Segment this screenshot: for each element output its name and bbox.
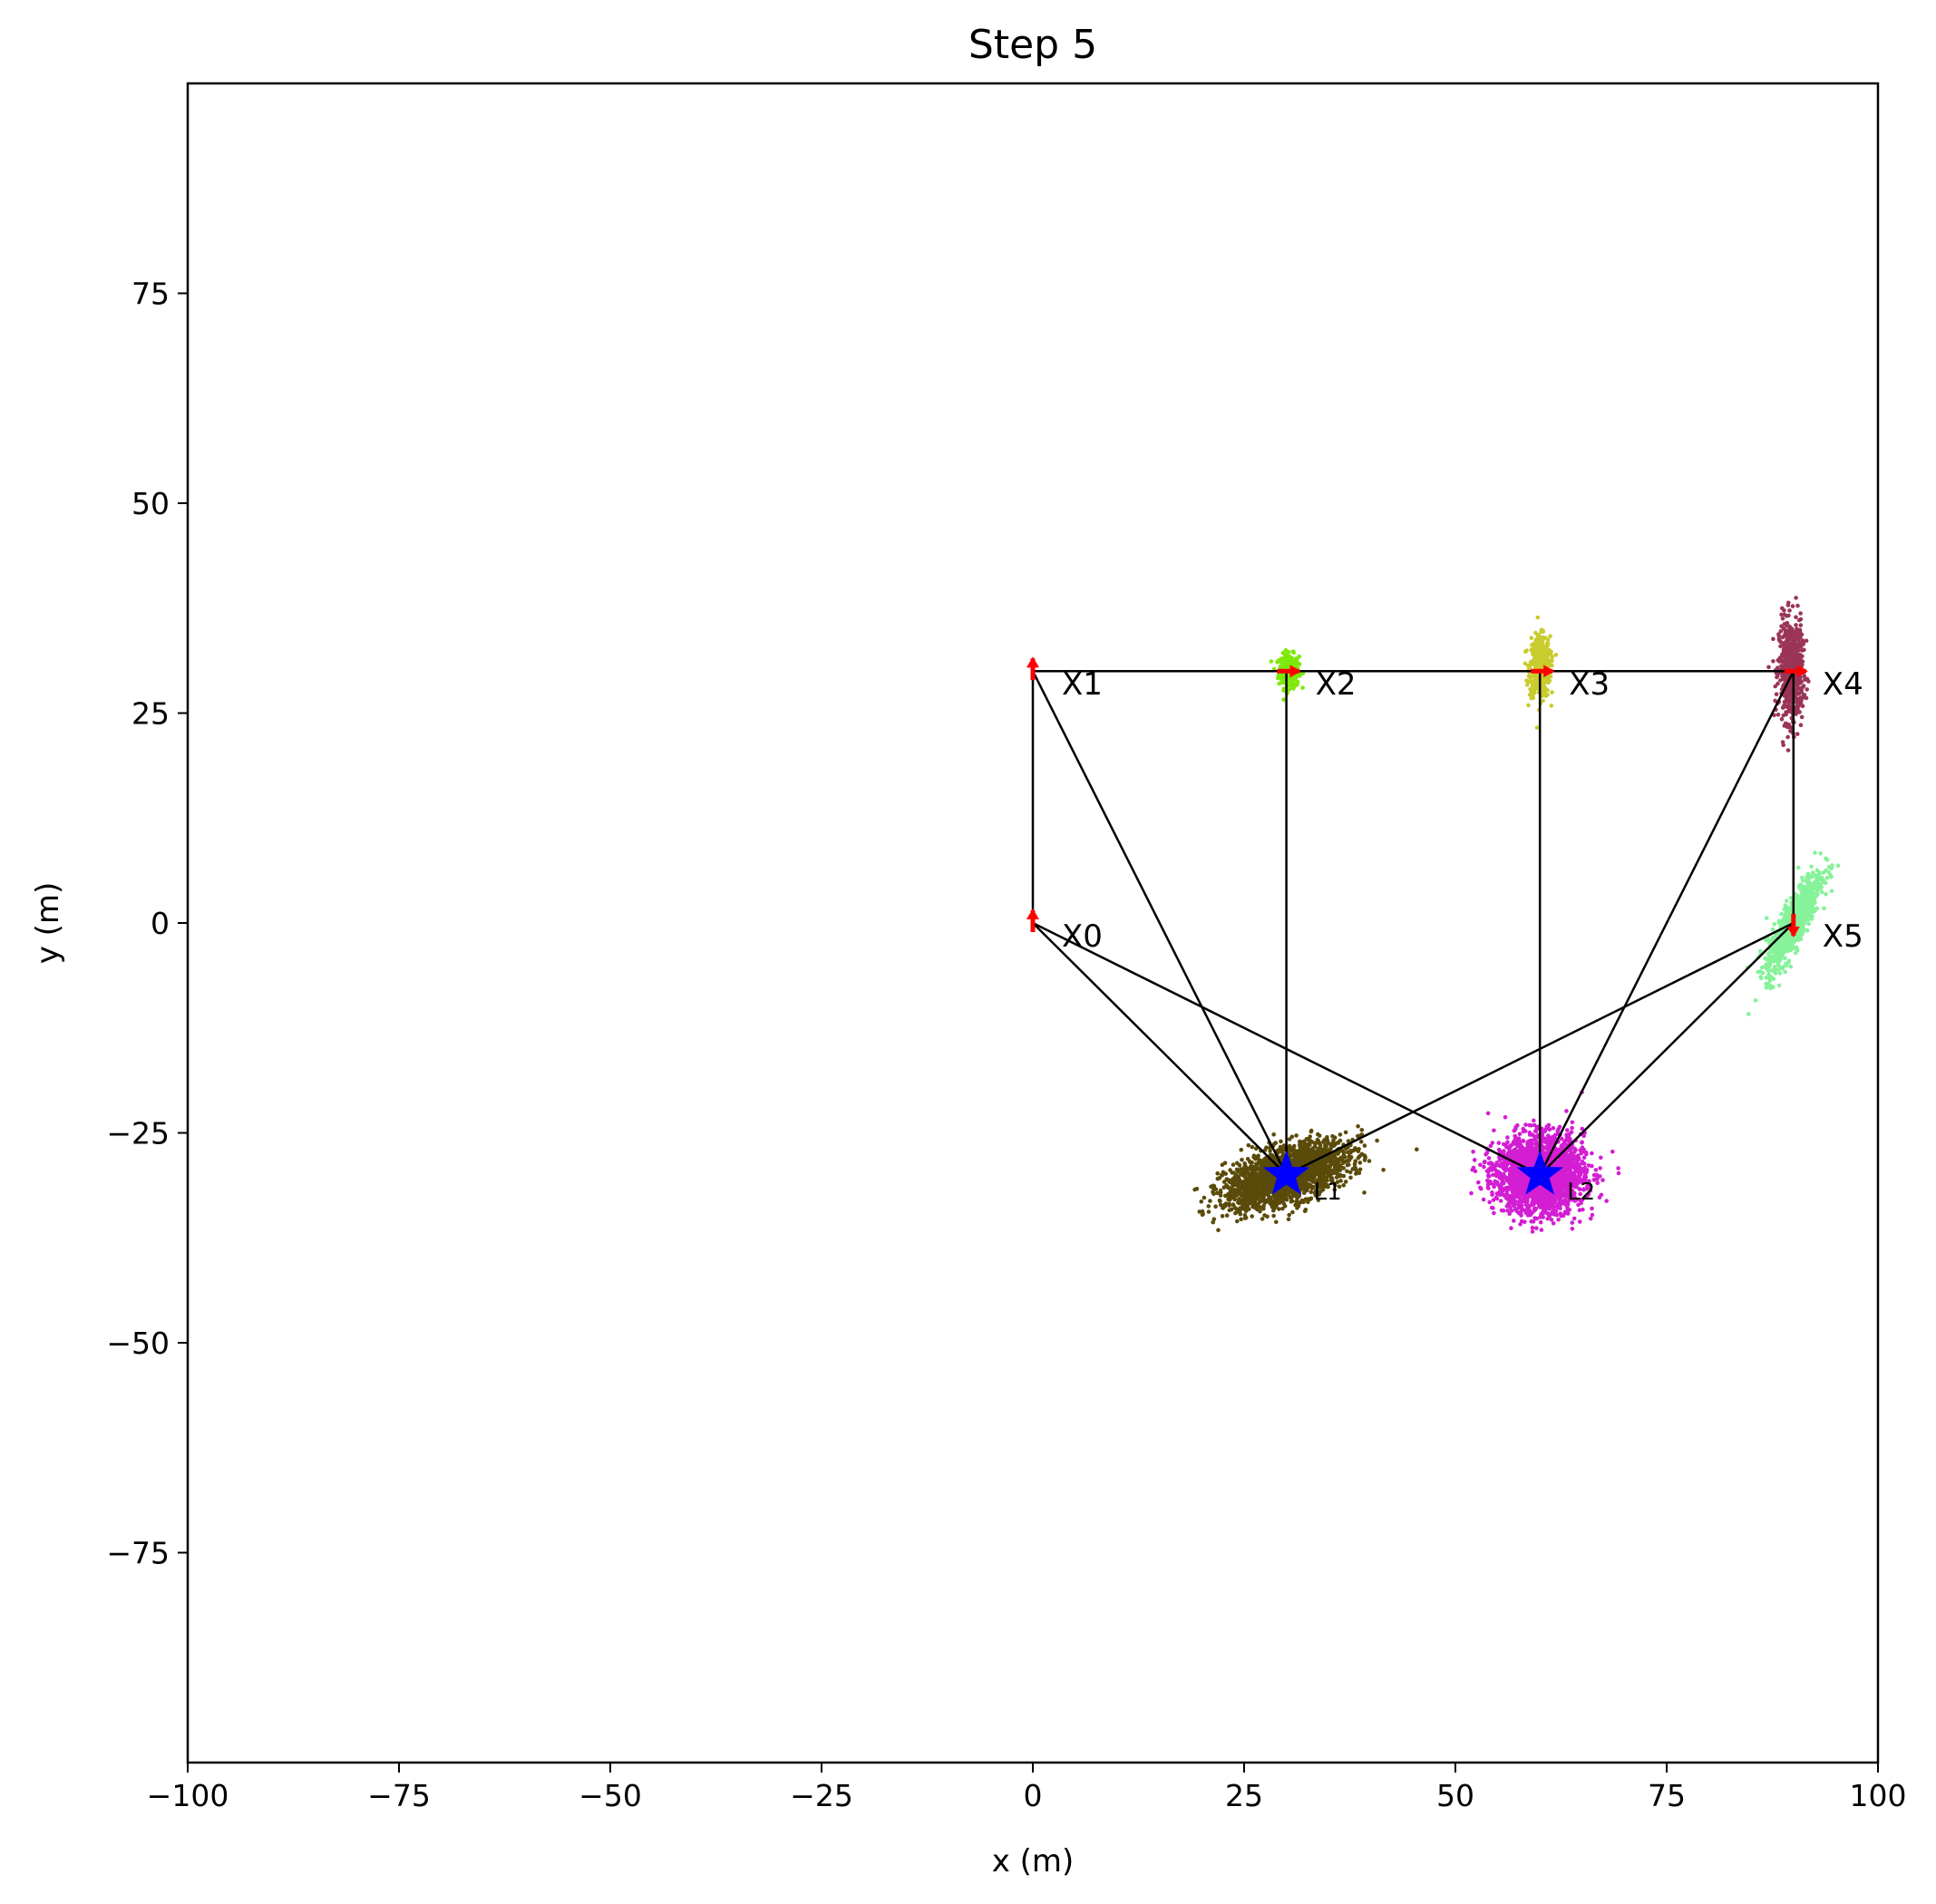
x-tick-label: 25 [1225, 1778, 1263, 1813]
pose-label-x2: X2 [1316, 666, 1357, 703]
landmark-label-l2: L2 [1567, 1179, 1595, 1206]
pose-label-x4: X4 [1823, 666, 1863, 703]
edge-x5-l1 [1286, 921, 1795, 1176]
landmark-star-l2 [1516, 1150, 1563, 1195]
edge-x1-l1 [1031, 670, 1288, 1176]
x-axis-label: x (m) [992, 1843, 1075, 1880]
pose-label-x1: X1 [1062, 666, 1103, 703]
y-tick-label: 25 [131, 696, 170, 732]
landmark-markers [1262, 1150, 1563, 1195]
x-tick-label: −75 [367, 1778, 431, 1813]
pose-marker-x0 [1026, 908, 1039, 932]
landmark-star-l1 [1262, 1150, 1310, 1195]
particle-cloud-x5 [1746, 850, 1841, 1016]
edge-x5-l2 [1539, 922, 1795, 1176]
x-tick-label: −100 [147, 1778, 229, 1813]
edge-x4-l2 [1539, 670, 1795, 1176]
y-axis-label: y (m) [30, 882, 66, 965]
x-tick-label: −50 [579, 1778, 642, 1813]
x-axis: −100 −75 −50 −25 0 25 50 75 100 [147, 1763, 1907, 1813]
x-tick-label: −25 [790, 1778, 853, 1813]
pose-label-x5: X5 [1823, 918, 1863, 955]
y-tick-label: −75 [106, 1536, 170, 1571]
pose-marker-x2 [1277, 665, 1301, 678]
pose-marker-x3 [1531, 665, 1555, 678]
y-tick-label: 0 [151, 906, 170, 941]
pose-label-x0: X0 [1062, 918, 1103, 955]
x-tick-label: 100 [1850, 1778, 1907, 1813]
edge-x0-l1 [1032, 922, 1288, 1176]
pose-marker-x1 [1026, 656, 1039, 681]
landmark-label-l1: L1 [1314, 1179, 1342, 1206]
pose-marker-x5 [1786, 914, 1800, 937]
x-tick-label: 75 [1648, 1778, 1686, 1813]
y-tick-label: −25 [106, 1116, 170, 1151]
x-tick-label: 50 [1436, 1778, 1474, 1813]
chart-title: Step 5 [968, 22, 1097, 68]
point-labels: X0 X1 X2 X3 X4 X5 L1 L2 [1062, 666, 1863, 1206]
pose-marker-x4 [1784, 665, 1808, 678]
y-tick-label: 75 [131, 277, 170, 312]
y-axis: −75 −50 −25 0 25 50 75 [106, 277, 188, 1571]
pose-label-x3: X3 [1569, 666, 1610, 703]
y-tick-label: 50 [131, 486, 170, 521]
x-tick-label: 0 [1024, 1778, 1043, 1813]
pose-markers [1026, 656, 1808, 937]
y-tick-label: −50 [106, 1326, 170, 1361]
graph-edges [1031, 669, 1795, 1176]
